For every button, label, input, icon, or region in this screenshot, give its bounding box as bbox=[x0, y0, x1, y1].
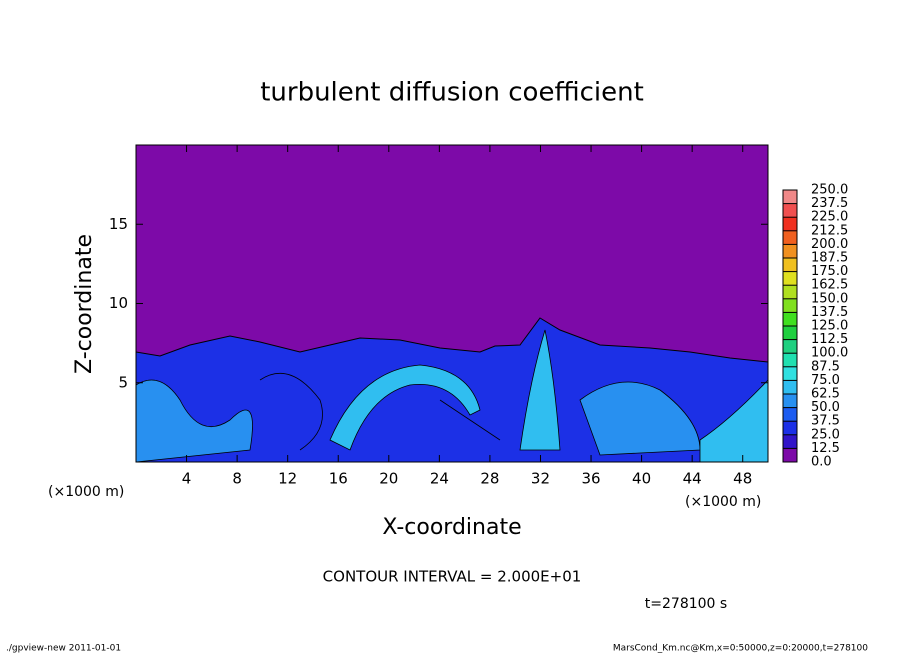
colorbar-label: 12.5 bbox=[811, 441, 840, 456]
x-tick-label: 8 bbox=[232, 470, 242, 488]
x-tick-label: 16 bbox=[329, 470, 348, 488]
field-contour bbox=[439, 399, 501, 441]
colorbar-band bbox=[783, 230, 797, 245]
x-axis-title: X-coordinate bbox=[382, 515, 521, 540]
colorbar-band bbox=[783, 298, 797, 313]
x-tick-label: 40 bbox=[632, 470, 651, 488]
x-tick-label: 4 bbox=[182, 470, 192, 488]
colorbar-label: 62.5 bbox=[811, 387, 840, 402]
colorbar-label: 100.0 bbox=[811, 346, 848, 361]
x-tick-label: 24 bbox=[430, 470, 449, 488]
program-label: ./gpview-new 2011-01-01 bbox=[6, 644, 121, 654]
colorbar-label: 37.5 bbox=[811, 414, 840, 429]
colorbar-band bbox=[783, 190, 797, 204]
colorbar-band bbox=[783, 217, 797, 231]
colorbar-band bbox=[783, 244, 797, 258]
colorbar-band bbox=[783, 394, 797, 408]
colorbar-band bbox=[783, 448, 797, 462]
colorbar-label: 200.0 bbox=[811, 237, 848, 252]
colorbar-label: 162.5 bbox=[811, 278, 848, 293]
y-tick-label: 5 bbox=[118, 373, 128, 391]
file-label: MarsCond_Km.nc@Km,x=0:50000,z=0:20000,t=… bbox=[613, 644, 868, 654]
colorbar-label: 150.0 bbox=[811, 291, 848, 306]
y-axis-title: Z-coordinate bbox=[72, 234, 97, 374]
colorbar-band bbox=[783, 339, 797, 354]
field-swirl bbox=[519, 329, 561, 451]
colorbar-band bbox=[783, 271, 797, 286]
field-swirl bbox=[579, 381, 701, 456]
colorbar-band bbox=[783, 258, 797, 272]
colorbar-label: 50.0 bbox=[811, 400, 840, 415]
x-tick-label: 12 bbox=[278, 470, 297, 488]
chart-title: turbulent diffusion coefficient bbox=[260, 78, 644, 108]
colorbar-band bbox=[783, 203, 797, 218]
colorbar-label: 212.5 bbox=[811, 223, 848, 238]
colorbar-label: 237.5 bbox=[811, 196, 848, 211]
colorbar-band bbox=[783, 380, 797, 394]
colorbar-label: 75.0 bbox=[811, 373, 840, 388]
colorbar-label: 225.0 bbox=[811, 210, 848, 225]
colorbar-label: 112.5 bbox=[811, 332, 848, 347]
colorbar-band bbox=[783, 353, 797, 367]
x-tick-label: 28 bbox=[480, 470, 499, 488]
x-tick-label: 32 bbox=[531, 470, 550, 488]
colorbar-band bbox=[783, 366, 797, 381]
colorbar-label: 0.0 bbox=[811, 455, 832, 470]
field-contour bbox=[259, 372, 323, 451]
contour-interval: CONTOUR INTERVAL = 2.000E+01 bbox=[323, 568, 582, 586]
time-label: t=278100 s bbox=[645, 596, 727, 612]
y-tick-label: 10 bbox=[109, 294, 128, 312]
field-swirl bbox=[329, 364, 481, 451]
colorbar-label: 250.0 bbox=[811, 183, 848, 198]
colorbar-band bbox=[783, 312, 797, 326]
x-tick-label: 44 bbox=[683, 470, 702, 488]
x-tick-label: 20 bbox=[379, 470, 398, 488]
x-tick-label: 48 bbox=[733, 470, 752, 488]
colorbar-label: 187.5 bbox=[811, 251, 848, 266]
x-unit-left: (×1000 m) bbox=[48, 484, 124, 500]
colorbar-band bbox=[783, 407, 797, 422]
contour-field bbox=[136, 145, 768, 462]
colorbar-band bbox=[783, 421, 797, 435]
colorbar-label: 137.5 bbox=[811, 305, 848, 320]
colorbar-band bbox=[783, 326, 797, 340]
y-tick-label: 15 bbox=[109, 215, 128, 233]
colorbar-label: 25.0 bbox=[811, 427, 840, 442]
colorbar-label: 125.0 bbox=[811, 319, 848, 334]
colorbar-label: 87.5 bbox=[811, 359, 840, 374]
colorbar-band bbox=[783, 434, 797, 449]
field-swirl bbox=[136, 379, 253, 462]
x-tick-label: 36 bbox=[581, 470, 600, 488]
field-swirl bbox=[699, 379, 768, 462]
colorbar-band bbox=[783, 285, 797, 299]
colorbar-label: 175.0 bbox=[811, 264, 848, 279]
x-unit-right: (×1000 m) bbox=[685, 494, 761, 510]
